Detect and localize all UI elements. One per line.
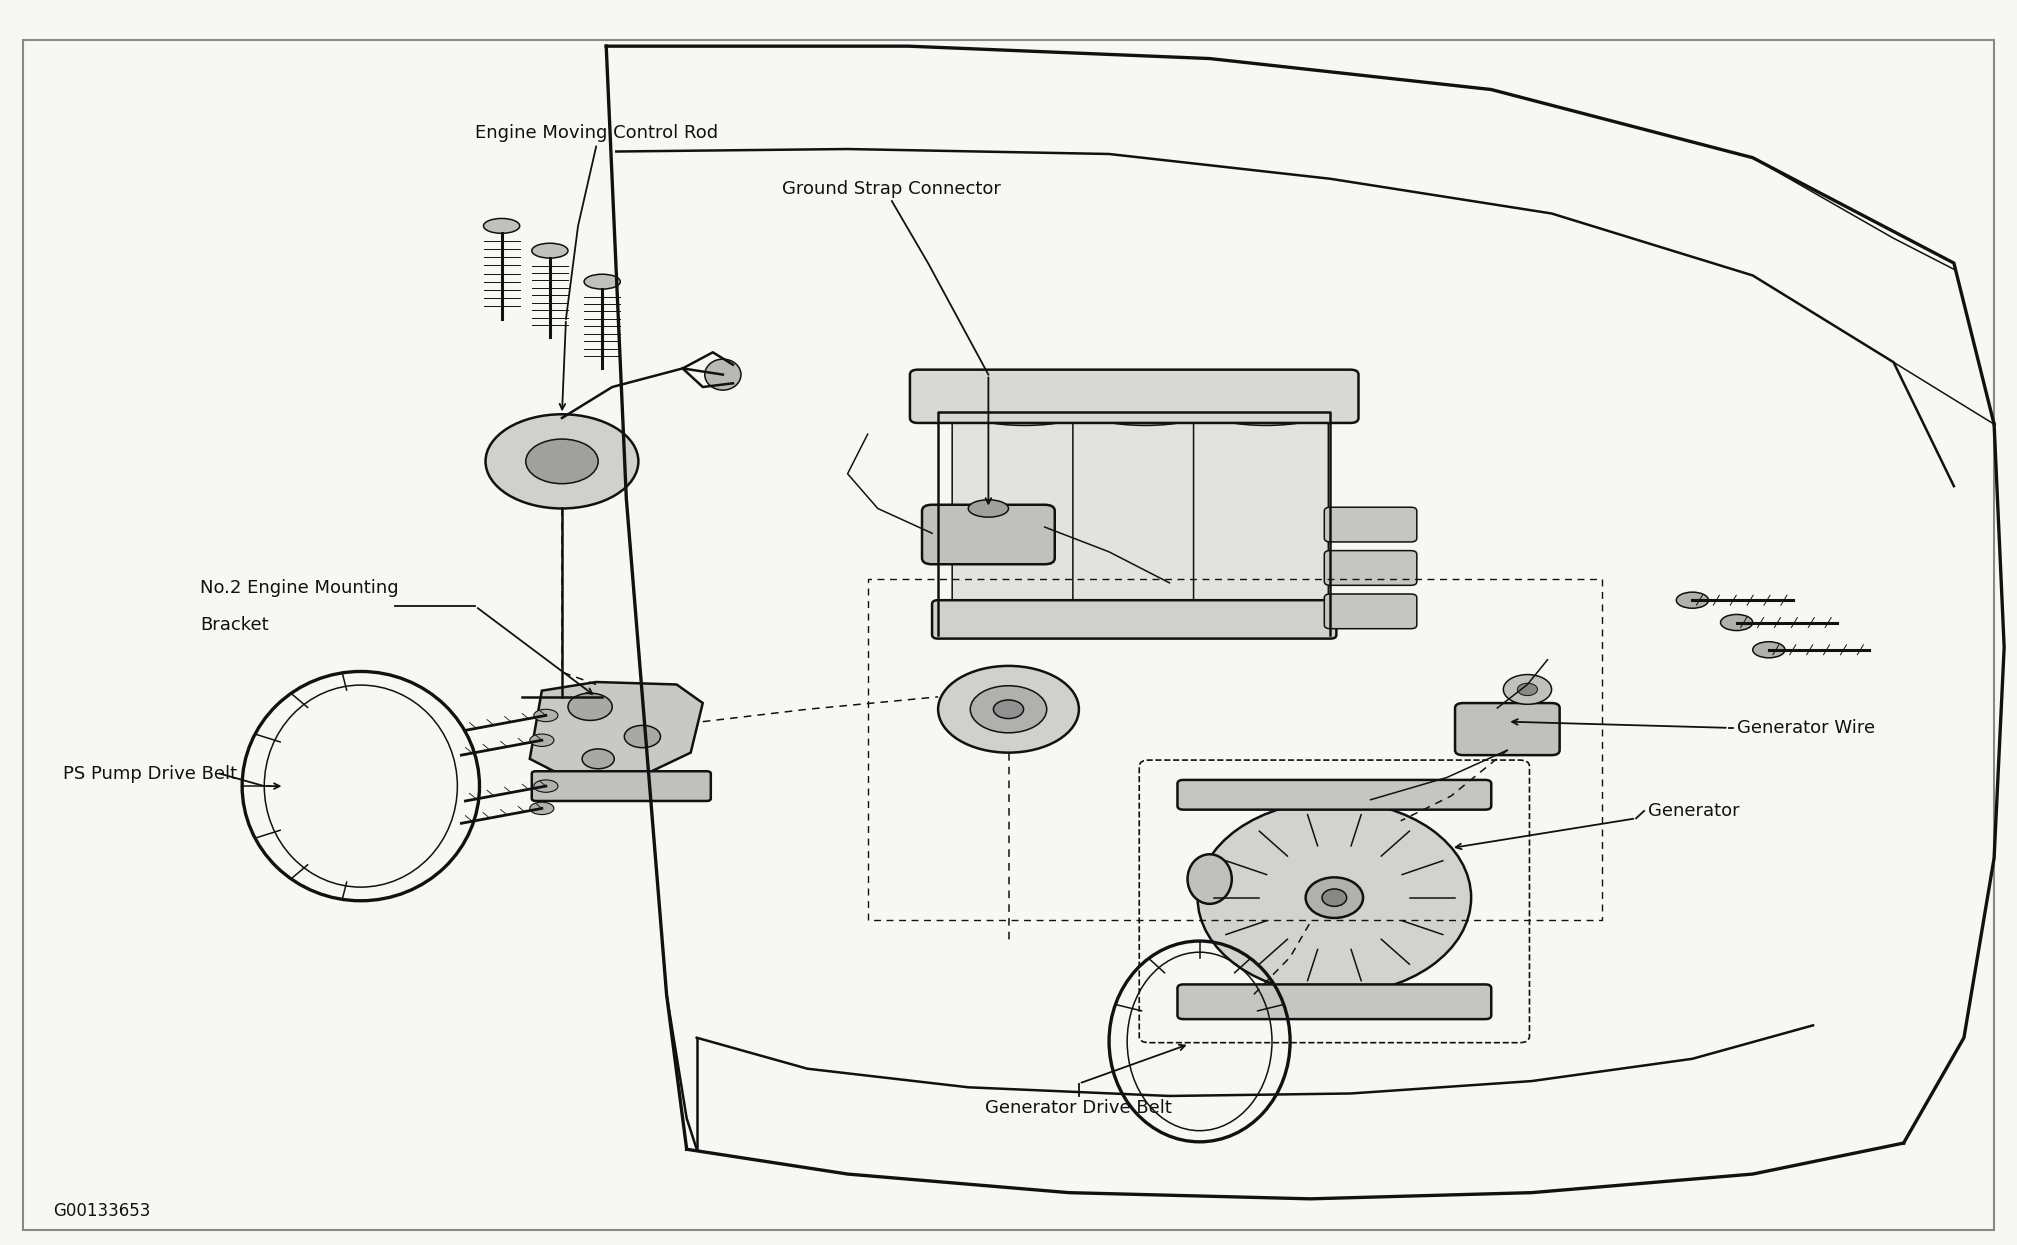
FancyBboxPatch shape <box>1178 779 1491 809</box>
FancyBboxPatch shape <box>1073 405 1208 618</box>
Text: Bracket: Bracket <box>200 616 268 634</box>
Text: PS Pump Drive Belt: PS Pump Drive Belt <box>63 764 238 783</box>
Ellipse shape <box>583 749 615 768</box>
Text: Generator: Generator <box>1648 802 1741 820</box>
Text: Generator Drive Belt: Generator Drive Belt <box>986 1099 1172 1117</box>
Text: Ground Strap Connector: Ground Strap Connector <box>783 179 1000 198</box>
Ellipse shape <box>1753 641 1785 657</box>
Ellipse shape <box>535 710 559 722</box>
Ellipse shape <box>585 274 621 289</box>
Ellipse shape <box>1721 615 1753 630</box>
FancyBboxPatch shape <box>922 504 1055 564</box>
Ellipse shape <box>1188 854 1232 904</box>
FancyBboxPatch shape <box>952 405 1087 618</box>
Ellipse shape <box>569 693 613 721</box>
FancyBboxPatch shape <box>932 600 1337 639</box>
FancyBboxPatch shape <box>1325 594 1416 629</box>
FancyBboxPatch shape <box>1178 985 1491 1020</box>
Ellipse shape <box>1198 801 1470 995</box>
Ellipse shape <box>1208 398 1325 426</box>
Ellipse shape <box>532 243 569 258</box>
Ellipse shape <box>1305 878 1363 918</box>
Ellipse shape <box>1321 889 1347 906</box>
Ellipse shape <box>968 499 1008 517</box>
Ellipse shape <box>530 802 555 814</box>
FancyBboxPatch shape <box>1194 405 1329 618</box>
Ellipse shape <box>530 735 555 747</box>
Ellipse shape <box>970 686 1047 733</box>
FancyBboxPatch shape <box>532 771 710 801</box>
Ellipse shape <box>966 398 1083 426</box>
Text: Engine Moving Control Rod: Engine Moving Control Rod <box>474 124 718 142</box>
Circle shape <box>526 439 599 483</box>
Ellipse shape <box>704 359 740 390</box>
Polygon shape <box>530 682 702 777</box>
Ellipse shape <box>484 218 520 233</box>
FancyBboxPatch shape <box>1325 550 1416 585</box>
Ellipse shape <box>1676 593 1708 609</box>
Text: No.2 Engine Mounting: No.2 Engine Mounting <box>200 579 399 596</box>
Ellipse shape <box>994 700 1023 718</box>
Ellipse shape <box>535 779 559 792</box>
Ellipse shape <box>938 666 1079 753</box>
FancyBboxPatch shape <box>1454 703 1559 756</box>
Text: Generator Wire: Generator Wire <box>1737 718 1874 737</box>
Circle shape <box>1517 684 1537 696</box>
FancyBboxPatch shape <box>1325 507 1416 542</box>
Ellipse shape <box>1087 398 1204 426</box>
Circle shape <box>1503 675 1551 705</box>
Text: G00133653: G00133653 <box>52 1203 151 1220</box>
Circle shape <box>486 415 639 508</box>
FancyBboxPatch shape <box>910 370 1359 423</box>
Ellipse shape <box>625 726 660 748</box>
